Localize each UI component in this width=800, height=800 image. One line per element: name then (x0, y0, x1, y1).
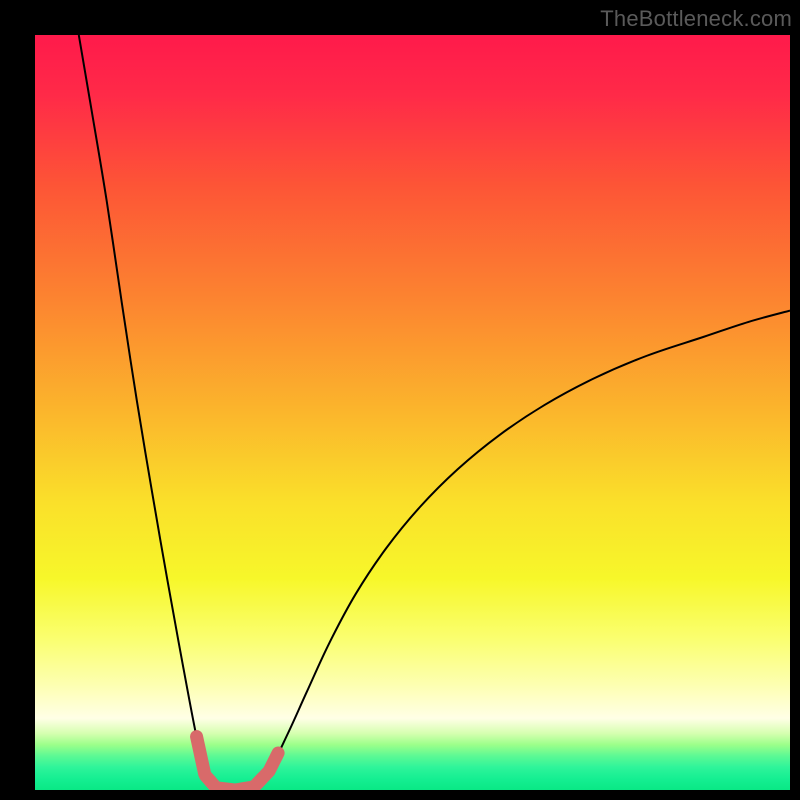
watermark-text: TheBottleneck.com (600, 6, 792, 32)
curve-layer (35, 35, 790, 790)
bottom-marker-segment (258, 753, 278, 783)
chart-frame: TheBottleneck.com (0, 0, 800, 800)
plot-area (35, 35, 790, 790)
bottleneck-curve (79, 35, 790, 790)
